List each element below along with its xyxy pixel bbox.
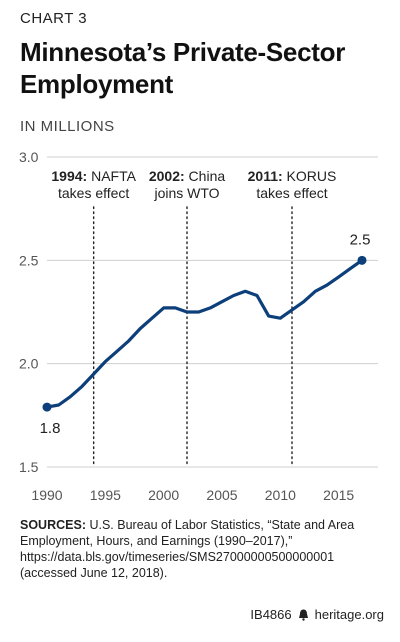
annotation-label: joins WTO — [153, 185, 219, 201]
series-line — [45, 258, 364, 409]
y-tick-label: 3.0 — [19, 149, 39, 165]
report-code: IB4866 — [250, 607, 292, 622]
chart-title-line-1: Minnesota’s Private-Sector — [20, 37, 346, 67]
x-tick-label: 1995 — [90, 487, 121, 503]
chart-title-line-2: Employment — [20, 69, 174, 99]
annotation-label: takes effect — [58, 185, 129, 201]
annotation-label: 2011: KORUS — [248, 168, 337, 184]
x-tick-label: 2015 — [323, 487, 354, 503]
sources-note: SOURCES: U.S. Bureau of Labor Statistics… — [20, 517, 385, 581]
annotation-label: 2002: China — [149, 168, 225, 184]
sources-label: SOURCES: — [20, 518, 86, 532]
x-tick-label: 2000 — [148, 487, 179, 503]
line-chart: 1.5 2.0 2.5 3.0 1990 1995 2000 2005 2010 2015 1994… — [19, 149, 378, 503]
start-point — [42, 402, 52, 412]
y-tick-label: 2.5 — [19, 252, 39, 268]
chart-kicker: CHART 3 — [20, 10, 88, 27]
x-tick-label: 1990 — [31, 487, 62, 503]
annotation-label: 1994: NAFTA — [51, 168, 136, 184]
chart-title: Minnesota’s Private-Sector Employment — [20, 36, 380, 100]
end-value-label: 2.5 — [350, 231, 371, 248]
annotation-label: takes effect — [256, 185, 327, 201]
sources-text: U.S. Bureau of Labor Statistics, “State … — [20, 518, 355, 580]
x-tick-label: 2010 — [265, 487, 296, 503]
y-tick-label: 1.5 — [19, 459, 39, 475]
y-axis-units: IN MILLIONS — [20, 118, 115, 135]
start-value-label: 1.8 — [40, 420, 61, 437]
site-name[interactable]: heritage.org — [314, 607, 384, 622]
footer: IB4866 heritage.org — [250, 607, 384, 622]
y-tick-label: 2.0 — [19, 356, 39, 372]
end-point — [357, 255, 367, 265]
liberty-bell-icon — [298, 609, 308, 621]
x-tick-label: 2005 — [206, 487, 237, 503]
